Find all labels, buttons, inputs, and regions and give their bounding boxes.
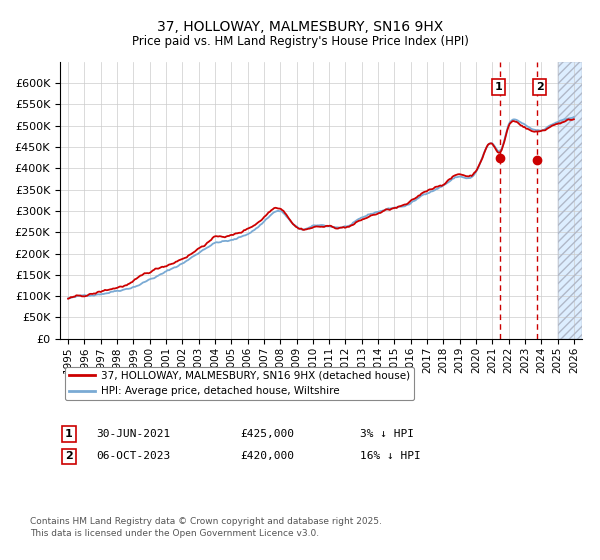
Text: 37, HOLLOWAY, MALMESBURY, SN16 9HX: 37, HOLLOWAY, MALMESBURY, SN16 9HX	[157, 20, 443, 34]
Text: 2: 2	[536, 82, 544, 92]
Bar	[557, 62, 582, 339]
Text: 30-JUN-2021: 30-JUN-2021	[96, 429, 170, 439]
Legend: 37, HOLLOWAY, MALMESBURY, SN16 9HX (detached house), HPI: Average price, detache: 37, HOLLOWAY, MALMESBURY, SN16 9HX (deta…	[65, 367, 414, 400]
Text: 16% ↓ HPI: 16% ↓ HPI	[360, 451, 421, 461]
Text: 1: 1	[65, 429, 73, 439]
Text: £425,000: £425,000	[240, 429, 294, 439]
Text: 3% ↓ HPI: 3% ↓ HPI	[360, 429, 414, 439]
Text: Contains HM Land Registry data © Crown copyright and database right 2025.
This d: Contains HM Land Registry data © Crown c…	[30, 517, 382, 538]
Text: 06-OCT-2023: 06-OCT-2023	[96, 451, 170, 461]
Text: 2: 2	[65, 451, 73, 461]
Text: 1: 1	[495, 82, 503, 92]
Bar	[557, 62, 582, 339]
Text: £420,000: £420,000	[240, 451, 294, 461]
Text: Price paid vs. HM Land Registry's House Price Index (HPI): Price paid vs. HM Land Registry's House …	[131, 35, 469, 48]
